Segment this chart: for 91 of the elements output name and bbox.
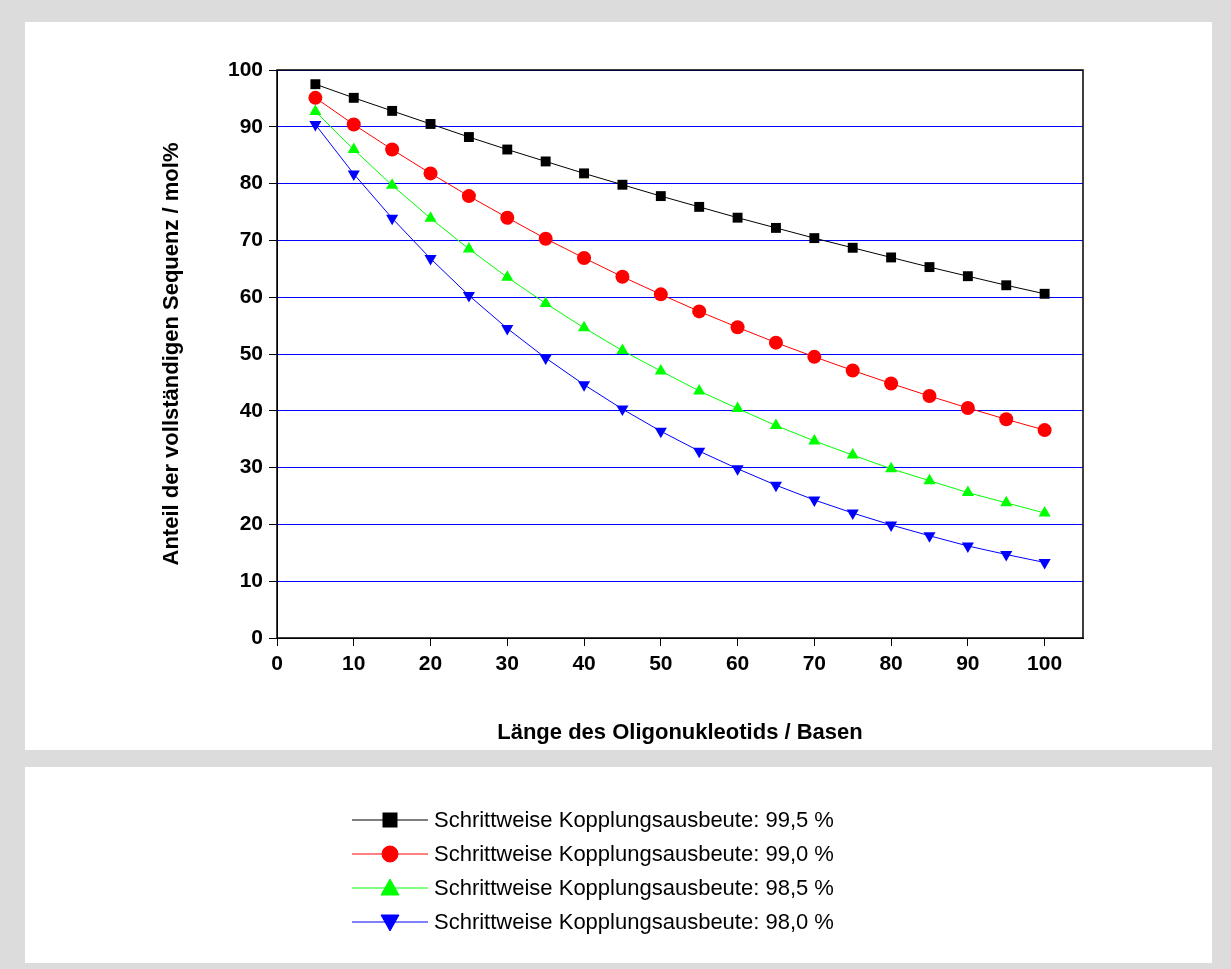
point: [771, 222, 781, 233]
legend-label: Schrittweise Kopplungsausbeute: 99,5 %: [434, 807, 834, 833]
point: [577, 251, 592, 266]
point: [692, 304, 707, 319]
point: [501, 324, 514, 336]
point: [809, 233, 820, 244]
point: [1039, 288, 1050, 299]
point: [500, 210, 515, 225]
point: [655, 191, 666, 202]
point: [423, 166, 438, 181]
point: [847, 242, 858, 253]
point: [387, 105, 398, 116]
y-tick-label: 60: [239, 284, 263, 307]
x-tick-label: 70: [802, 651, 827, 675]
y-axis-title: Anteil der vollständigen Sequenz / mol%: [158, 142, 184, 566]
x-tick-label: 100: [1027, 651, 1063, 675]
point: [424, 255, 437, 266]
point: [653, 287, 668, 302]
x-tick-label: 60: [725, 651, 750, 675]
point: [502, 144, 513, 155]
point: [386, 178, 399, 189]
y-tick-label: 30: [239, 454, 263, 478]
point: [808, 496, 821, 507]
y-tick-label: 100: [227, 56, 263, 80]
x-tick-label: 90: [956, 651, 980, 675]
x-tick-label: 10: [342, 651, 366, 675]
point: [538, 231, 553, 246]
point: [347, 142, 360, 154]
point: [308, 90, 323, 105]
legend-label: Schrittweise Kopplungsausbeute: 99,0 %: [434, 841, 834, 867]
point: [999, 412, 1014, 427]
x-axis-title: Länge des Oligonukleotids / Basen: [497, 718, 863, 744]
point: [768, 335, 783, 350]
y-tick-label: 10: [239, 568, 263, 591]
point: [1038, 558, 1051, 570]
point: [385, 142, 400, 157]
y-tick-label: 80: [239, 170, 263, 194]
point: [693, 447, 706, 459]
x-tick-label: 30: [495, 651, 519, 675]
point: [694, 201, 705, 212]
point: [577, 381, 591, 392]
legend-label: Schrittweise Kopplungsausbeute: 98,5 %: [434, 875, 834, 901]
point: [463, 132, 474, 142]
point: [924, 262, 935, 273]
point: [346, 117, 361, 132]
y-tick-label: 90: [239, 113, 263, 137]
y-tick-label: 70: [239, 227, 263, 251]
point: [347, 170, 360, 181]
point: [730, 320, 745, 335]
x-tick-label: 80: [879, 651, 903, 675]
point: [960, 400, 975, 415]
point: [731, 465, 744, 476]
point: [348, 92, 359, 103]
point: [654, 427, 667, 439]
y-tick-label: 40: [239, 397, 263, 421]
point: [386, 214, 399, 226]
point: [1000, 551, 1013, 562]
point: [807, 349, 822, 364]
y-tick-label: 50: [239, 340, 263, 364]
point: [310, 79, 321, 90]
point: [1037, 423, 1052, 438]
point: [579, 168, 589, 179]
point: [922, 389, 937, 404]
point: [309, 104, 322, 115]
point: [885, 521, 898, 532]
point: [424, 211, 437, 222]
point: [923, 532, 936, 543]
point: [617, 179, 628, 190]
point: [616, 405, 629, 417]
point: [962, 271, 973, 282]
point: [539, 354, 552, 365]
point: [425, 119, 436, 129]
point: [615, 269, 630, 284]
point: [846, 509, 859, 521]
point: [1001, 280, 1012, 291]
point: [769, 481, 783, 493]
legend-label: Schrittweise Kopplungsausbeute: 98,0 %: [434, 909, 834, 935]
point: [845, 363, 860, 378]
x-tick-label: 50: [649, 651, 673, 675]
x-tick-label: 20: [418, 651, 443, 675]
point: [540, 156, 551, 167]
point: [462, 292, 475, 303]
point: [961, 542, 974, 553]
point: [732, 212, 743, 223]
point: [884, 376, 899, 391]
y-tick-label: 20: [239, 511, 263, 535]
x-tick-label: 40: [572, 651, 596, 675]
point: [461, 189, 476, 204]
y-tick-label: 0: [251, 624, 263, 648]
x-tick-label: 0: [271, 651, 283, 675]
point: [886, 252, 897, 263]
